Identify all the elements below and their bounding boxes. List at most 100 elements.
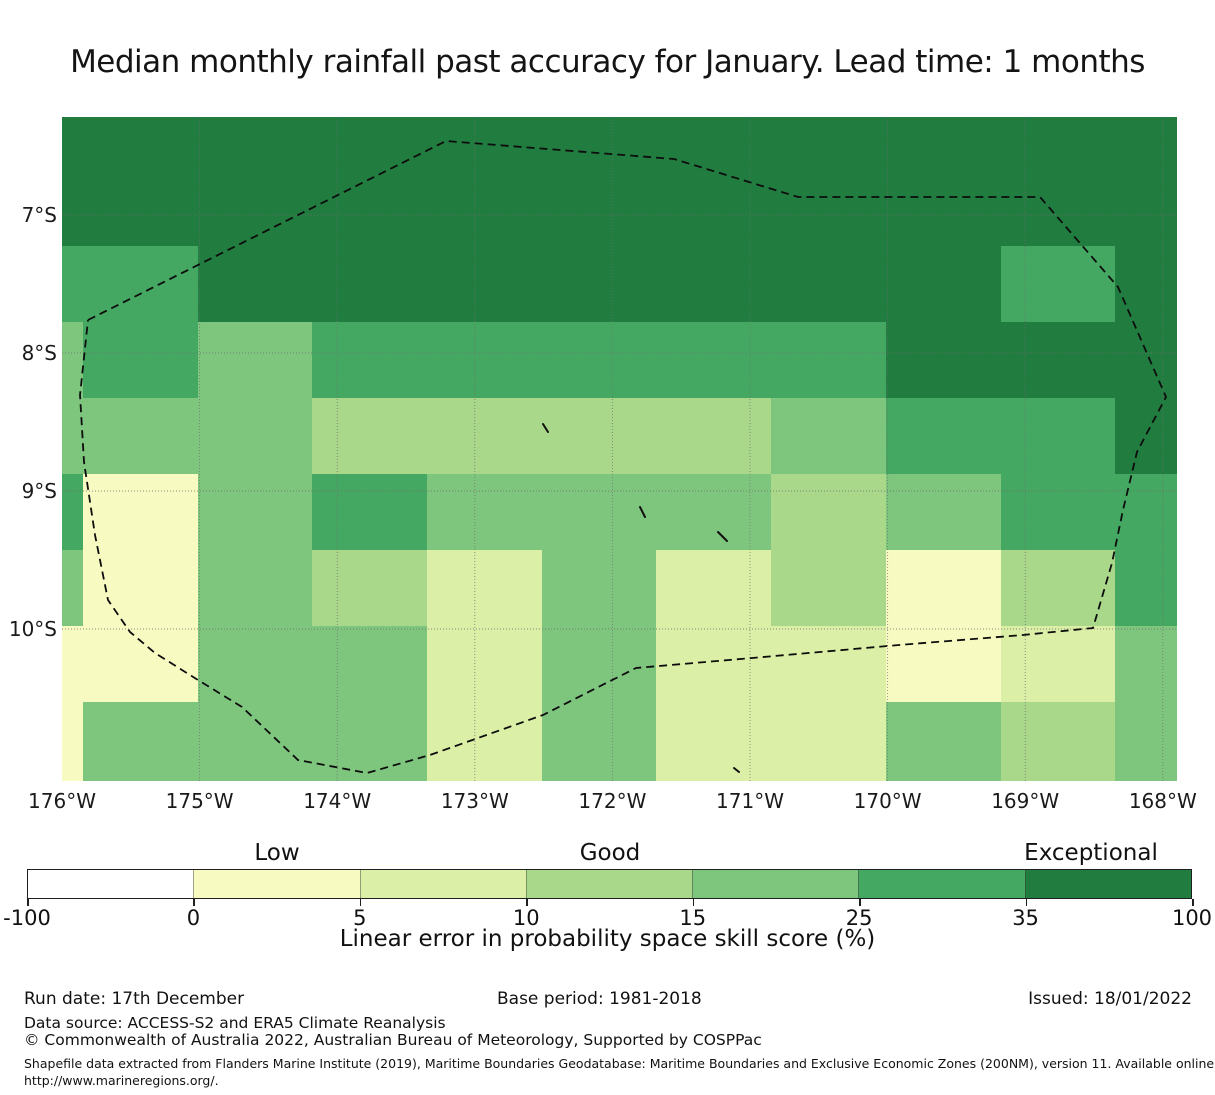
heatmap-cell: [656, 474, 772, 550]
colorbar-tickmark: [359, 899, 362, 906]
heatmap-cell: [1000, 474, 1116, 550]
colorbar-tickmark: [193, 899, 195, 906]
heatmap-cell: [62, 170, 83, 246]
heatmap-cell: [656, 398, 772, 474]
heatmap-cell: [885, 117, 1001, 170]
heatmap-cell: [1000, 117, 1116, 170]
lon-tick-label: 173°W: [440, 789, 509, 813]
lat-tick-label: 7°S: [21, 203, 57, 227]
lat-tick-label: 9°S: [21, 479, 57, 503]
colorbar-tick-label: 10: [512, 906, 540, 930]
heatmap-cell: [83, 626, 198, 702]
heatmap-cell: [312, 550, 428, 626]
heatmap-cell: [197, 550, 313, 626]
heatmap-cell: [83, 170, 198, 246]
issued-date-text: Issued: 18/01/2022: [1028, 989, 1192, 1009]
colorbar-segment: [1024, 870, 1191, 898]
heatmap-cell: [197, 322, 313, 398]
lat-tick-label: 8°S: [21, 341, 57, 365]
heatmap-cell: [1115, 246, 1178, 322]
heatmap-cell: [1115, 550, 1178, 626]
heatmap-cell: [197, 702, 313, 781]
colorbar: [27, 869, 1192, 899]
heatmap-cell: [197, 170, 313, 246]
heatmap-cell: [656, 702, 772, 781]
heatmap-cell: [885, 474, 1001, 550]
colorbar-tickmark: [1192, 899, 1194, 906]
lon-tick-label: 174°W: [303, 789, 372, 813]
heatmap-cell: [656, 246, 772, 322]
colorbar-category-good: Good: [579, 840, 641, 866]
rainfall-skill-heatmap: [62, 117, 1178, 781]
heatmap-cell: [885, 246, 1001, 322]
heatmap-cell: [312, 117, 428, 170]
heatmap-cell: [656, 170, 772, 246]
heatmap-cell: [83, 474, 198, 550]
colorbar-tick-label: 25: [845, 906, 873, 930]
heatmap-cell: [541, 170, 657, 246]
heatmap-cell: [541, 702, 657, 781]
lon-tick-label: 170°W: [853, 789, 922, 813]
colorbar-tickmark: [859, 899, 861, 906]
lon-tick-label: 168°W: [1128, 789, 1197, 813]
heatmap-cell: [427, 626, 542, 702]
heatmap-cell: [1000, 702, 1116, 781]
heatmap-cell: [1000, 322, 1116, 398]
heatmap-cell: [427, 550, 542, 626]
heatmap-cell: [1115, 398, 1178, 474]
heatmap-cell: [1115, 626, 1178, 702]
heatmap-cell: [62, 626, 83, 702]
lon-tick-label: 171°W: [716, 789, 784, 813]
heatmap-cell: [62, 702, 83, 781]
heatmap-cell: [1000, 626, 1116, 702]
heatmap-cell: [1000, 398, 1116, 474]
heatmap-cell: [62, 117, 83, 170]
colorbar-category-exceptional: Exceptional: [1024, 840, 1158, 866]
heatmap-cell: [427, 702, 542, 781]
colorbar-segment: [28, 870, 194, 898]
heatmap-cell: [1000, 550, 1116, 626]
colorbar-tick-label: 5: [353, 906, 367, 930]
heatmap-cell: [885, 398, 1001, 474]
heatmap-cell: [656, 322, 772, 398]
heatmap-cell: [427, 322, 542, 398]
colorbar-tickmark: [526, 899, 528, 906]
heatmap-cell: [312, 322, 428, 398]
heatmap-cell: [197, 117, 313, 170]
heatmap-cell: [1000, 246, 1116, 322]
heatmap-cell: [1115, 702, 1178, 781]
colorbar-category-low: Low: [254, 840, 300, 866]
lon-tick-label: 172°W: [578, 789, 647, 813]
heatmap-cell: [62, 474, 83, 550]
heatmap-cell: [771, 550, 886, 626]
heatmap-cell: [312, 702, 428, 781]
heatmap-cell: [541, 550, 657, 626]
heatmap-cell: [541, 398, 657, 474]
heatmap-cell: [885, 550, 1001, 626]
lon-tick-label: 175°W: [165, 789, 234, 813]
heatmap-cell: [427, 246, 542, 322]
heatmap-cell: [312, 626, 428, 702]
colorbar-tick-label: 100: [1171, 906, 1213, 930]
heatmap-cell: [771, 170, 886, 246]
heatmap-cell: [197, 626, 313, 702]
heatmap-cell: [541, 117, 657, 170]
heatmap-cell: [427, 474, 542, 550]
heatmap-cell: [771, 117, 886, 170]
heatmap-cell: [885, 322, 1001, 398]
lat-tick-label: 10°S: [8, 617, 57, 641]
heatmap-cell: [1115, 474, 1178, 550]
heatmap-cell: [1000, 170, 1116, 246]
heatmap-cell: [541, 626, 657, 702]
colorbar-segment: [692, 870, 859, 898]
heatmap-cell: [541, 246, 657, 322]
heatmap-cell: [312, 170, 428, 246]
colorbar-segment: [193, 870, 360, 898]
heatmap-cell: [312, 474, 428, 550]
heatmap-cell: [771, 246, 886, 322]
heatmap-cell: [83, 117, 198, 170]
heatmap-cell: [885, 702, 1001, 781]
heatmap-cell: [83, 702, 198, 781]
colorbar-tickmark: [27, 899, 29, 906]
heatmap-cell: [541, 474, 657, 550]
